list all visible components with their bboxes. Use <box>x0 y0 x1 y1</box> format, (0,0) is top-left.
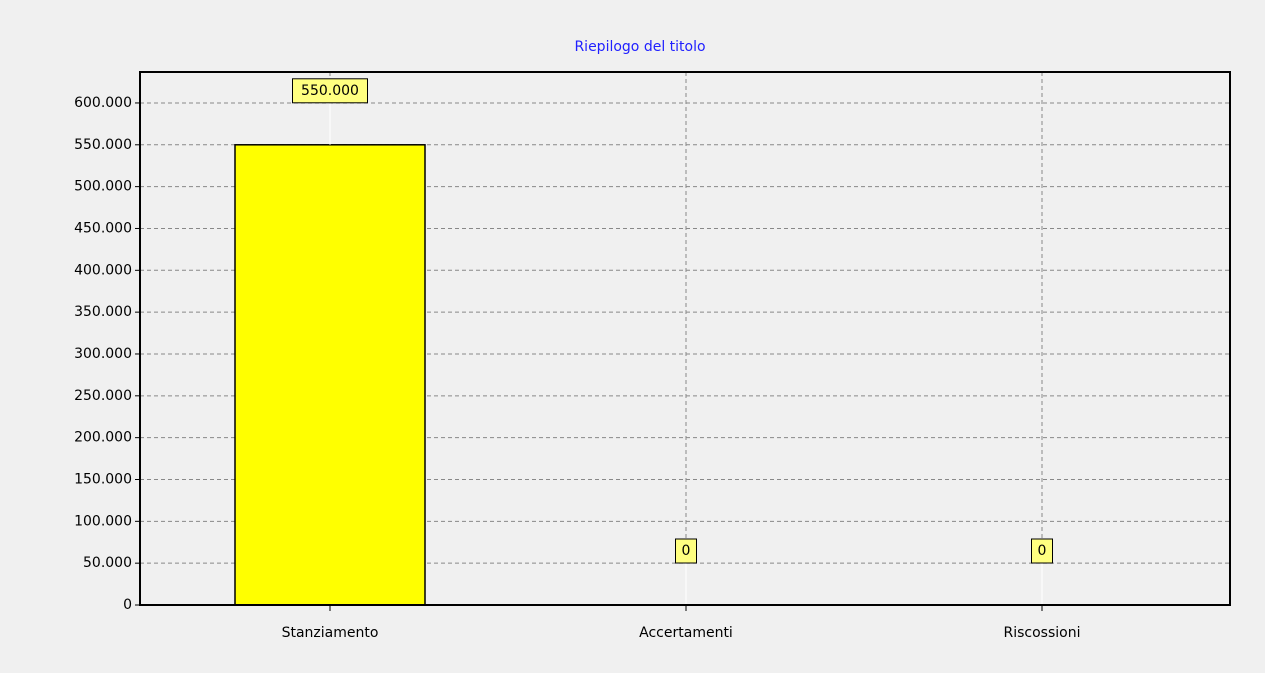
y-tick-label: 300.000 <box>74 346 132 362</box>
y-tick-label: 600.000 <box>74 95 132 111</box>
value-label: 0 <box>1038 543 1047 559</box>
y-tick-label: 400.000 <box>74 262 132 278</box>
plot-frame <box>139 71 1231 606</box>
y-tick-label: 0 <box>123 597 132 613</box>
y-tick-label: 200.000 <box>74 430 132 446</box>
x-tick-label: Stanziamento <box>282 625 379 641</box>
y-tick-label: 100.000 <box>74 513 132 529</box>
x-tick-label: Riscossioni <box>1004 625 1081 641</box>
value-label: 0 <box>682 543 691 559</box>
x-tick-label: Accertamenti <box>639 625 733 641</box>
value-label-box <box>1031 538 1053 564</box>
y-tick-label: 450.000 <box>74 220 132 236</box>
value-label: 550.000 <box>301 83 359 99</box>
value-label-box <box>292 78 368 104</box>
y-tick-label: 150.000 <box>74 471 132 487</box>
bar <box>234 144 426 606</box>
y-tick-label: 550.000 <box>74 137 132 153</box>
y-tick-label: 350.000 <box>74 304 132 320</box>
y-tick-label: 500.000 <box>74 179 132 195</box>
y-tick-label: 50.000 <box>83 555 132 571</box>
chart-title: Riepilogo del titolo <box>574 39 705 55</box>
y-tick-label: 250.000 <box>74 388 132 404</box>
value-label-box <box>675 538 697 564</box>
